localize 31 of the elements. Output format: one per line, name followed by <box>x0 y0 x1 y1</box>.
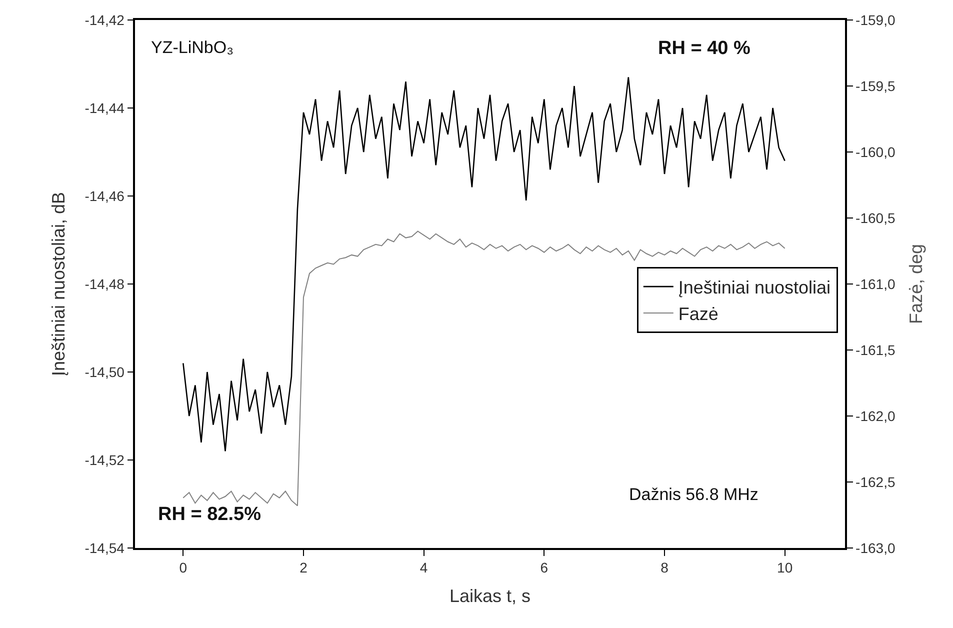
y2-tick-label: -160,0 <box>856 144 896 160</box>
x-axis-title: Laikas t, s <box>449 586 531 606</box>
y2-axis-title: Fazė, deg <box>906 244 926 324</box>
x-tick-label: 4 <box>420 560 428 576</box>
y2-tick-label: -161,5 <box>856 342 896 358</box>
y-tick-label: -14,42 <box>84 12 125 28</box>
y2-tick-label: -163,0 <box>856 540 896 556</box>
y-tick-label: -14,44 <box>84 100 125 116</box>
x-tick-label: 6 <box>540 560 548 576</box>
annotation: RH = 82.5% <box>158 504 262 525</box>
annotation: Dažnis 56.8 MHz <box>629 485 758 504</box>
y2-tick-label: -159,5 <box>856 78 896 94</box>
y-axis-title: Įneštiniai nuostoliai, dB <box>48 192 68 376</box>
y-tick-label: -14,50 <box>84 364 125 380</box>
x-tick-label: 2 <box>300 560 308 576</box>
y2-tick-label: -160,5 <box>856 210 896 226</box>
x-tick-label: 8 <box>660 560 669 576</box>
legend-label: Fazė <box>678 304 718 324</box>
y2-tick-label: -162,0 <box>856 408 896 424</box>
y-tick-label: -14,46 <box>84 188 125 204</box>
y2-tick-label: -162,5 <box>856 474 896 490</box>
annotation: RH = 40 % <box>658 38 751 59</box>
y-tick-label: -14,48 <box>84 276 125 292</box>
x-tick-label: 0 <box>179 560 188 576</box>
legend-label: Įneštiniai nuostoliai <box>678 278 831 298</box>
y2-tick-label: -159,0 <box>856 12 896 28</box>
y-tick-label: -14,54 <box>84 540 125 556</box>
annotation: YZ-LiNbO₃ <box>151 38 234 57</box>
x-tick-label: 10 <box>777 560 793 576</box>
y-tick-label: -14,52 <box>84 452 125 468</box>
y2-tick-label: -161,0 <box>856 276 896 292</box>
